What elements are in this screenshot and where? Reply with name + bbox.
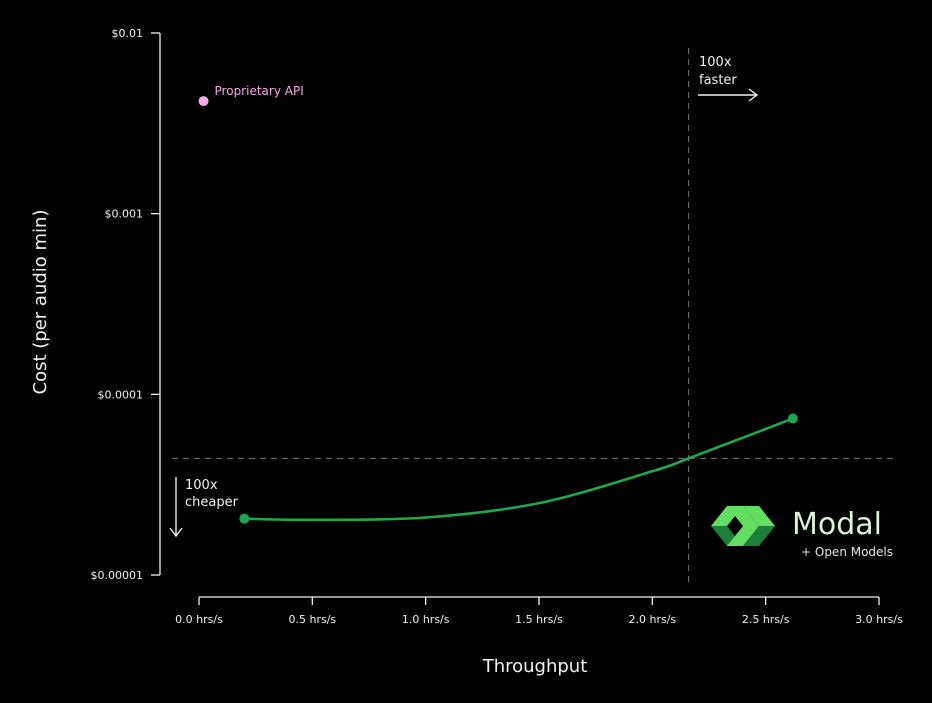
axes: $0.01 $0.001 $0.0001 $0.00001 0.0 hrs/s 0.5 h… bbox=[30, 27, 903, 677]
x-tick-label: 1.0 hrs/s bbox=[402, 613, 450, 626]
faster-annotation: 100x faster bbox=[698, 55, 759, 102]
brand-block: Modal + Open Models bbox=[711, 506, 893, 559]
faster-annotation-line1: 100x bbox=[699, 55, 732, 70]
x-tick-label: 3.0 hrs/s bbox=[855, 613, 903, 626]
proprietary-api-point bbox=[198, 96, 209, 107]
x-tick-label: 2.5 hrs/s bbox=[742, 613, 790, 626]
y-axis-title: Cost (per audio min) bbox=[30, 210, 51, 395]
arrow-down-icon bbox=[169, 477, 183, 538]
brand-name: Modal bbox=[792, 507, 882, 542]
modal-point bbox=[239, 513, 250, 524]
modal-point bbox=[787, 413, 798, 424]
x-tick-label: 0.0 hrs/s bbox=[175, 613, 223, 626]
x-axis-title: Throughput bbox=[482, 656, 588, 677]
cheaper-annotation-line2: cheaper bbox=[185, 495, 239, 510]
cheaper-annotation-line1: 100x bbox=[185, 478, 218, 493]
y-tick-label: $0.00001 bbox=[91, 569, 144, 582]
arrow-right-icon bbox=[698, 88, 759, 102]
faster-annotation-line2: faster bbox=[699, 73, 737, 88]
y-tick-label: $0.01 bbox=[112, 27, 144, 40]
proprietary-api-label: Proprietary API bbox=[215, 84, 304, 98]
brand-subtitle: + Open Models bbox=[801, 545, 893, 559]
reference-lines bbox=[172, 48, 895, 583]
y-tick-label: $0.0001 bbox=[98, 388, 144, 401]
modal-logo-icon bbox=[711, 506, 775, 546]
cheaper-annotation: 100x cheaper bbox=[169, 477, 239, 538]
series-line-modal bbox=[243, 417, 795, 522]
y-tick-label: $0.001 bbox=[105, 208, 144, 221]
x-tick-label: 2.0 hrs/s bbox=[629, 613, 677, 626]
series-layer: Proprietary API bbox=[198, 84, 798, 524]
x-tick-label: 1.5 hrs/s bbox=[515, 613, 563, 626]
x-tick-label: 0.5 hrs/s bbox=[289, 613, 337, 626]
